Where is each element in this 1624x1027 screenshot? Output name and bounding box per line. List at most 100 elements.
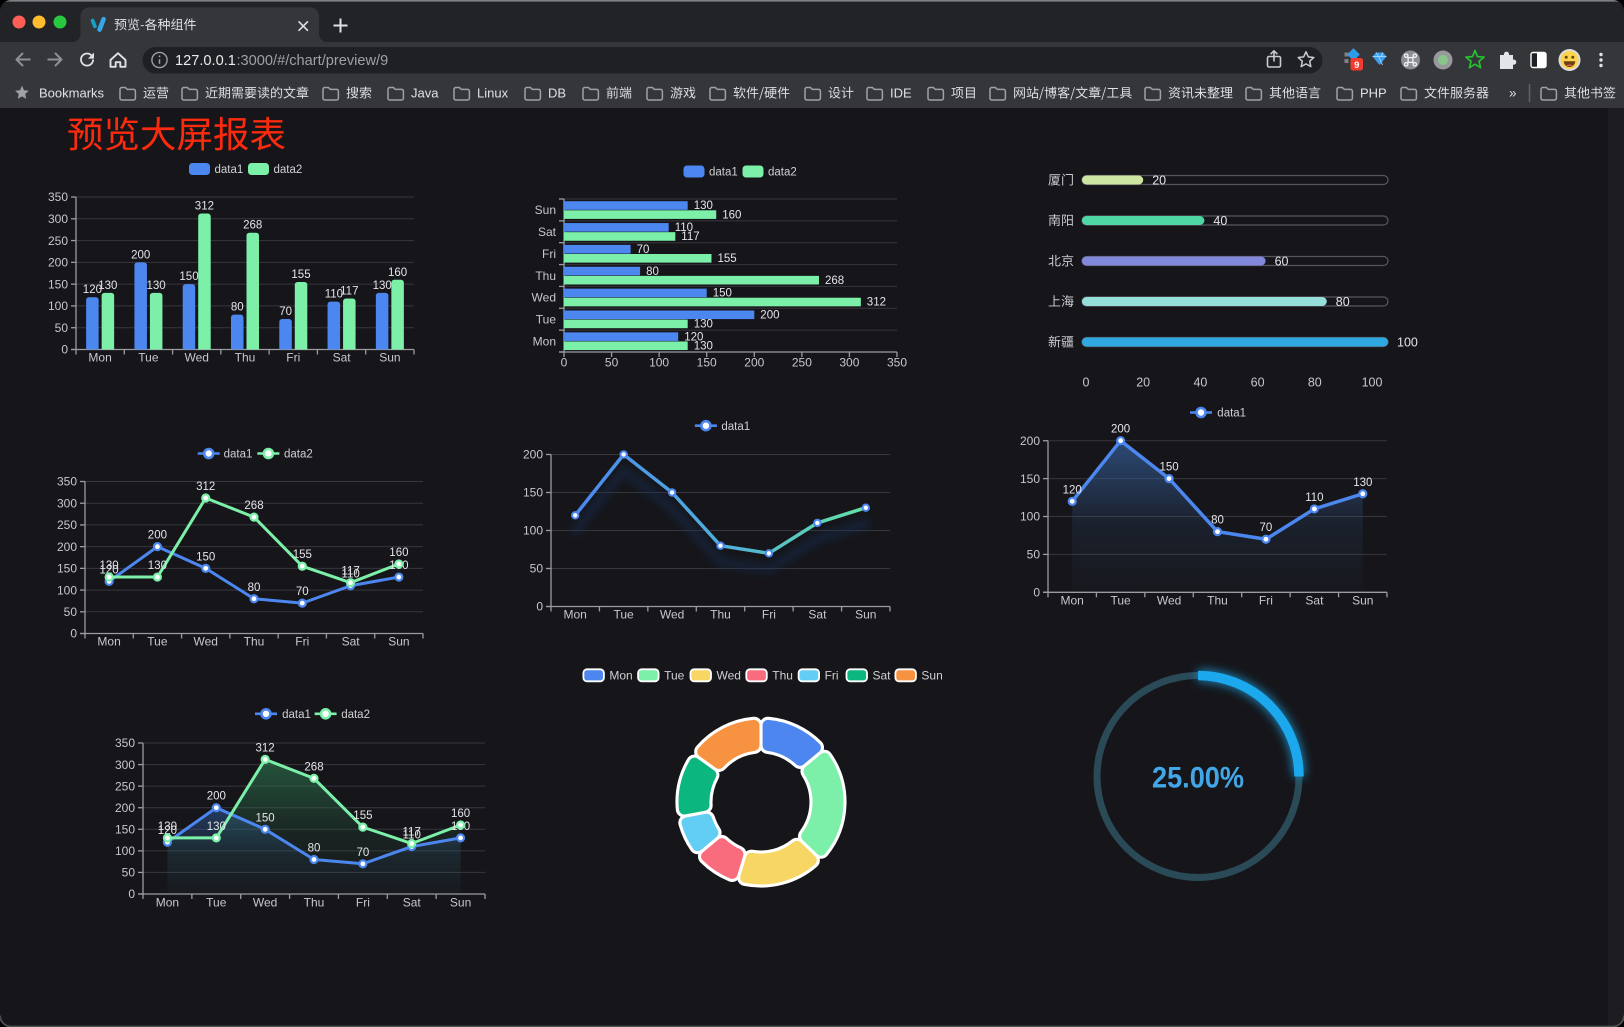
svg-text:117: 117 [403, 827, 421, 839]
svg-text:268: 268 [825, 275, 844, 287]
svg-text:350: 350 [887, 356, 907, 370]
svg-text:Mon: Mon [564, 608, 587, 622]
svg-text:Wed: Wed [660, 608, 684, 622]
svg-text:Wed: Wed [253, 896, 277, 910]
svg-text:Sat: Sat [403, 896, 422, 910]
svg-text:Tue: Tue [536, 313, 557, 327]
svg-text:data2: data2 [274, 164, 303, 176]
svg-text:200: 200 [131, 249, 150, 261]
svg-text:Sun: Sun [855, 608, 876, 622]
svg-text:127.0.0.1: 127.0.0.1 [175, 53, 236, 69]
svg-text:160: 160 [722, 209, 741, 221]
svg-text:312: 312 [195, 201, 214, 213]
svg-text:150: 150 [179, 271, 198, 283]
svg-text:Wed: Wed [184, 351, 208, 365]
svg-text:0: 0 [561, 356, 568, 370]
svg-text:50: 50 [64, 605, 78, 619]
svg-text:Wed: Wed [532, 291, 556, 305]
svg-text:Fri: Fri [286, 351, 300, 365]
svg-text:130: 130 [100, 560, 119, 572]
svg-text:50: 50 [1027, 548, 1041, 562]
svg-text:Tue: Tue [613, 608, 634, 622]
svg-text:Mon: Mon [1061, 594, 1084, 608]
svg-text:100: 100 [48, 299, 68, 313]
svg-text:Tue: Tue [138, 351, 159, 365]
svg-text:0: 0 [1033, 586, 1040, 600]
svg-text:Thu: Thu [1207, 594, 1228, 608]
svg-text:110: 110 [403, 830, 421, 842]
svg-text:150: 150 [523, 486, 543, 500]
svg-text:200: 200 [115, 801, 135, 815]
svg-text:80: 80 [1336, 295, 1350, 309]
svg-text:Tue: Tue [147, 635, 168, 649]
svg-text:268: 268 [304, 761, 323, 773]
svg-text:Sun: Sun [450, 896, 471, 910]
svg-text:200: 200 [1111, 424, 1130, 436]
svg-text:200: 200 [760, 310, 779, 322]
svg-text:120: 120 [158, 825, 177, 837]
svg-text:150: 150 [196, 551, 215, 563]
svg-text:Sat: Sat [333, 351, 352, 365]
svg-text:20: 20 [1136, 376, 1150, 390]
svg-text:350: 350 [48, 190, 68, 204]
svg-text:130: 130 [694, 319, 713, 331]
svg-text:0: 0 [128, 887, 135, 901]
svg-text:40: 40 [1193, 376, 1207, 390]
svg-text:0: 0 [70, 627, 77, 641]
svg-text:130: 130 [694, 340, 713, 352]
svg-text:120: 120 [1063, 484, 1082, 496]
svg-text:250: 250 [48, 234, 68, 248]
svg-text:70: 70 [1260, 522, 1273, 534]
svg-text:Thu: Thu [244, 635, 265, 649]
svg-text:data2: data2 [341, 709, 370, 721]
svg-text:120: 120 [100, 564, 119, 576]
svg-text:250: 250 [57, 518, 77, 532]
svg-text:200: 200 [744, 356, 764, 370]
svg-text:120: 120 [684, 331, 703, 343]
svg-text:data2: data2 [284, 449, 313, 461]
svg-text:Thu: Thu [304, 896, 325, 910]
svg-text:155: 155 [353, 810, 372, 822]
svg-text:Thu: Thu [535, 269, 556, 283]
svg-text:150: 150 [1160, 462, 1179, 474]
svg-text:0: 0 [61, 343, 68, 357]
svg-text:100: 100 [1020, 510, 1040, 524]
svg-text:160: 160 [389, 547, 408, 559]
svg-text:Mon: Mon [97, 635, 120, 649]
svg-text:160: 160 [388, 267, 407, 279]
svg-text:155: 155 [718, 253, 737, 265]
svg-text:9: 9 [1354, 60, 1359, 71]
svg-text:130: 130 [1353, 477, 1372, 489]
svg-text::3000/#/chart/preview/9: :3000/#/chart/preview/9 [237, 53, 389, 69]
svg-text:Java: Java [411, 86, 439, 101]
svg-text:data1: data1 [215, 164, 244, 176]
svg-text:PHP: PHP [1360, 86, 1387, 101]
svg-text:70: 70 [637, 244, 650, 256]
svg-text:117: 117 [340, 286, 358, 298]
svg-text:Thu: Thu [710, 608, 731, 622]
svg-text:110: 110 [675, 222, 693, 234]
svg-text:Sun: Sun [379, 351, 400, 365]
svg-text:300: 300 [57, 496, 77, 510]
svg-text:312: 312 [256, 742, 275, 754]
svg-text:Fri: Fri [762, 608, 776, 622]
svg-text:300: 300 [839, 356, 859, 370]
svg-text:Mon: Mon [533, 334, 556, 348]
svg-text:150: 150 [713, 288, 732, 300]
svg-text:80: 80 [308, 843, 321, 855]
svg-text:25.00%: 25.00% [1152, 762, 1244, 795]
svg-text:130: 130 [147, 280, 166, 292]
svg-text:80: 80 [646, 266, 659, 278]
svg-text:Sat: Sat [1305, 594, 1324, 608]
svg-text:50: 50 [55, 321, 69, 335]
svg-text:150: 150 [57, 562, 77, 576]
svg-text:200: 200 [57, 540, 77, 554]
svg-text:200: 200 [523, 448, 543, 462]
svg-text:150: 150 [115, 823, 135, 837]
svg-text:50: 50 [122, 866, 136, 880]
svg-text:Sun: Sun [921, 669, 942, 683]
svg-text:60: 60 [1251, 376, 1265, 390]
svg-text:Sat: Sat [342, 635, 361, 649]
svg-text:150: 150 [1020, 472, 1040, 486]
svg-text:data1: data1 [1217, 408, 1246, 420]
